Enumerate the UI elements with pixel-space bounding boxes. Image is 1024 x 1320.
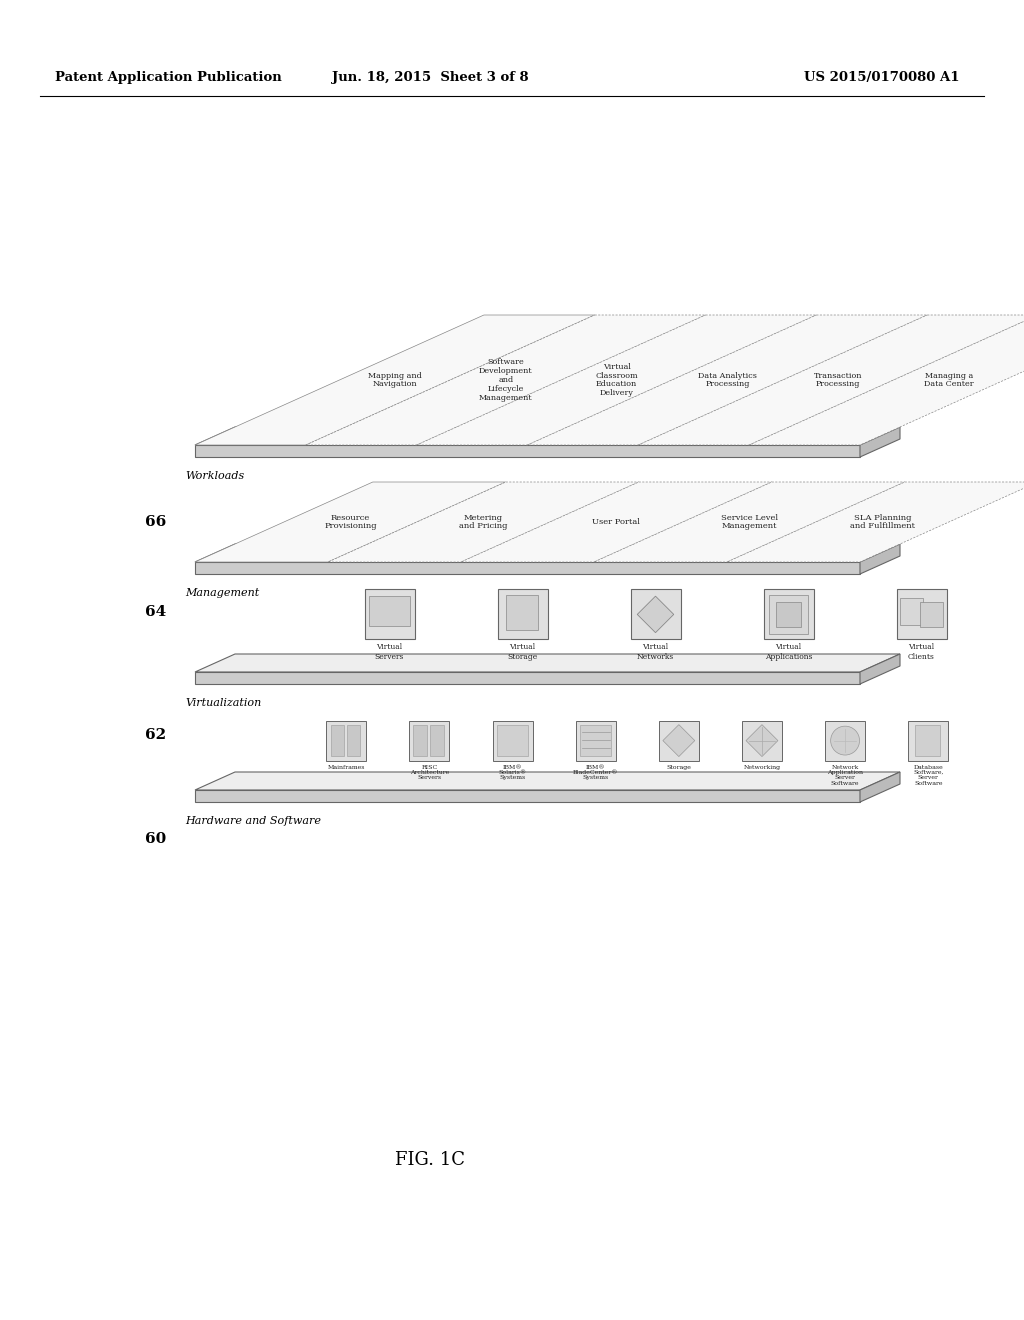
FancyBboxPatch shape <box>331 725 344 756</box>
FancyBboxPatch shape <box>347 725 359 756</box>
FancyBboxPatch shape <box>430 725 443 756</box>
Text: Jun. 18, 2015  Sheet 3 of 8: Jun. 18, 2015 Sheet 3 of 8 <box>332 71 528 84</box>
Text: Managing a
Data Center: Managing a Data Center <box>925 371 974 388</box>
Text: 62: 62 <box>145 729 166 742</box>
Polygon shape <box>860 772 900 803</box>
FancyBboxPatch shape <box>327 721 367 760</box>
FancyBboxPatch shape <box>581 725 611 756</box>
Polygon shape <box>727 482 1024 562</box>
Polygon shape <box>746 725 778 756</box>
FancyBboxPatch shape <box>575 721 615 760</box>
Text: Workloads: Workloads <box>185 471 245 480</box>
Text: FIG. 1C: FIG. 1C <box>395 1151 465 1170</box>
FancyBboxPatch shape <box>908 721 948 760</box>
FancyBboxPatch shape <box>493 721 532 760</box>
Text: Resource
Provisioning: Resource Provisioning <box>324 513 377 531</box>
Text: User Portal: User Portal <box>593 517 640 525</box>
Text: 60: 60 <box>145 832 166 846</box>
FancyBboxPatch shape <box>413 725 427 756</box>
Text: US 2015/0170080 A1: US 2015/0170080 A1 <box>805 71 961 84</box>
Polygon shape <box>860 426 900 457</box>
Polygon shape <box>638 315 1024 445</box>
Text: Virtual
Networks: Virtual Networks <box>637 643 674 660</box>
FancyBboxPatch shape <box>776 602 801 627</box>
Text: Patent Application Publication: Patent Application Publication <box>55 71 282 84</box>
FancyBboxPatch shape <box>369 595 410 626</box>
Text: Management: Management <box>185 587 259 598</box>
FancyBboxPatch shape <box>914 725 939 756</box>
Text: Data Analytics
Processing: Data Analytics Processing <box>698 371 757 388</box>
Polygon shape <box>637 597 674 632</box>
Polygon shape <box>328 482 639 562</box>
Text: SLA Planning
and Fulfillment: SLA Planning and Fulfillment <box>850 513 914 531</box>
Text: IBM®
Solaris®
Systems: IBM® Solaris® Systems <box>499 764 526 780</box>
Text: Transaction
Processing: Transaction Processing <box>814 371 862 388</box>
FancyBboxPatch shape <box>498 725 528 756</box>
Text: Networking: Networking <box>743 764 780 770</box>
Text: Virtualization: Virtualization <box>185 698 261 708</box>
Text: RISC
Architecture
Servers: RISC Architecture Servers <box>410 764 450 780</box>
Polygon shape <box>195 672 860 684</box>
Polygon shape <box>195 562 860 574</box>
Polygon shape <box>860 544 900 574</box>
Text: Virtual
Applications: Virtual Applications <box>765 643 812 660</box>
Polygon shape <box>461 482 772 562</box>
Polygon shape <box>417 315 816 445</box>
Polygon shape <box>594 482 905 562</box>
Text: Virtual
Servers: Virtual Servers <box>375 643 404 660</box>
FancyBboxPatch shape <box>825 721 865 760</box>
Text: Metering
and Pricing: Metering and Pricing <box>459 513 508 531</box>
Polygon shape <box>195 315 595 445</box>
Polygon shape <box>306 315 706 445</box>
FancyBboxPatch shape <box>410 721 450 760</box>
Text: Mainframes: Mainframes <box>328 764 366 770</box>
Polygon shape <box>195 772 900 789</box>
Text: Virtual
Classroom
Education
Delivery: Virtual Classroom Education Delivery <box>595 363 638 397</box>
Text: Virtual
Clients: Virtual Clients <box>908 643 935 660</box>
FancyBboxPatch shape <box>365 590 415 639</box>
Text: 64: 64 <box>145 605 166 619</box>
Text: Database
Software,
Server
Software: Database Software, Server Software <box>913 764 943 785</box>
Polygon shape <box>195 789 860 803</box>
Text: Network
Application
Server
Software: Network Application Server Software <box>827 764 863 785</box>
FancyBboxPatch shape <box>764 590 813 639</box>
Polygon shape <box>750 315 1024 445</box>
Polygon shape <box>527 315 927 445</box>
FancyBboxPatch shape <box>896 590 946 639</box>
Text: Hardware and Software: Hardware and Software <box>185 816 321 826</box>
Text: IBM®
BladeCenter®
Systems: IBM® BladeCenter® Systems <box>573 764 618 780</box>
Text: Mapping and
Navigation: Mapping and Navigation <box>368 371 422 388</box>
FancyBboxPatch shape <box>658 721 698 760</box>
Text: Service Level
Management: Service Level Management <box>721 513 778 531</box>
FancyBboxPatch shape <box>900 598 923 626</box>
FancyBboxPatch shape <box>506 595 539 630</box>
Polygon shape <box>663 725 695 756</box>
FancyBboxPatch shape <box>769 595 808 634</box>
Text: Virtual
Storage: Virtual Storage <box>507 643 538 660</box>
Polygon shape <box>860 653 900 684</box>
FancyBboxPatch shape <box>498 590 548 639</box>
FancyBboxPatch shape <box>742 721 782 760</box>
Polygon shape <box>195 426 900 445</box>
Polygon shape <box>195 445 860 457</box>
Circle shape <box>830 726 859 755</box>
Polygon shape <box>195 482 506 562</box>
Text: 66: 66 <box>145 515 166 529</box>
Polygon shape <box>195 653 900 672</box>
Text: Storage: Storage <box>667 764 691 770</box>
FancyBboxPatch shape <box>631 590 681 639</box>
FancyBboxPatch shape <box>920 602 943 627</box>
Polygon shape <box>195 544 900 562</box>
Text: Software
Development
and
Lifecycle
Management: Software Development and Lifecycle Manag… <box>479 358 532 401</box>
